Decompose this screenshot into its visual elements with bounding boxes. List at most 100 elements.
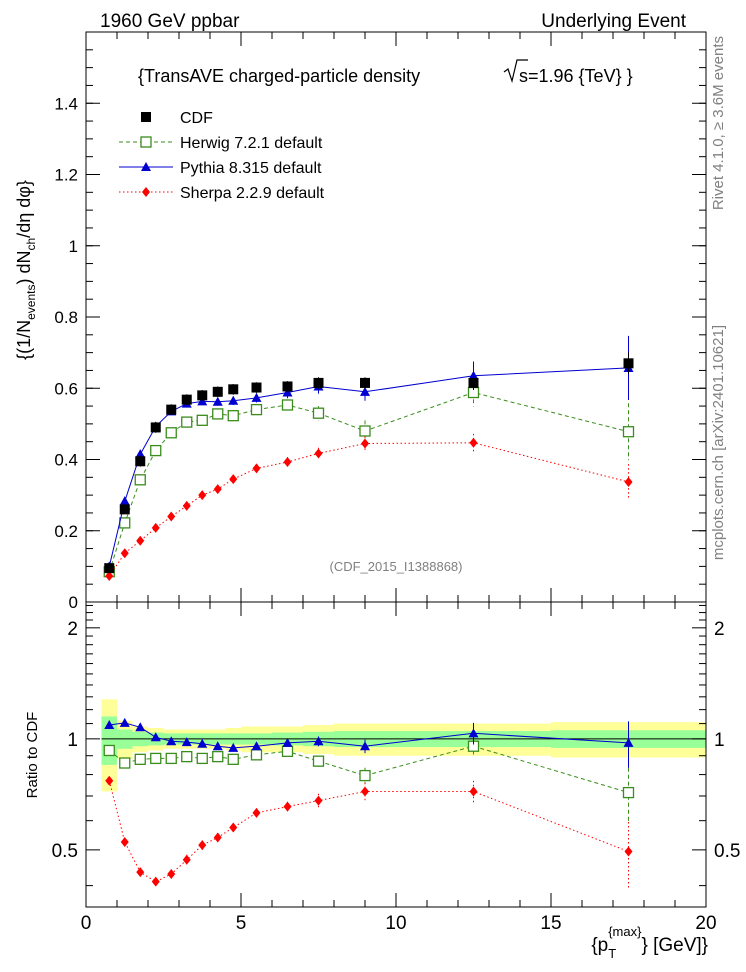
legend-entry-cdf: CDF	[141, 110, 213, 127]
data-point-herwig	[359, 425, 371, 437]
ratio-point-herwig	[119, 757, 131, 769]
svg-text:{(1/Nevents) dNch/dη dφ}: {(1/Nevents) dNch/dη dφ}	[14, 180, 38, 360]
ratio-point-sherpa	[167, 869, 176, 880]
plot-title-energy: s=1.96 {TeV} }	[519, 66, 633, 86]
legend-entry-sherpa: Sherpa 2.2.9 default	[119, 185, 325, 202]
ratio-point-pythia	[282, 737, 293, 747]
ratio-y-tick-label-right: 2	[714, 619, 725, 640]
data-point-herwig	[312, 407, 325, 419]
x-tick-labels: 0 5 10 15 20	[81, 913, 717, 934]
data-point-cdf	[197, 390, 208, 401]
data-point-pythia	[282, 387, 293, 397]
data-point-sherpa	[167, 511, 176, 522]
rivet-label: Rivet 4.1.0, ≥ 3.6M events	[710, 36, 727, 210]
ratio-point-herwig	[359, 769, 371, 782]
data-point-pythia	[197, 396, 208, 406]
ratio-point-pythia	[119, 717, 130, 727]
ratio-y-tick-label-right: 1	[714, 730, 725, 751]
data-point-sherpa	[151, 522, 160, 533]
main-plot-frame	[85, 31, 707, 603]
data-point-pythia	[251, 392, 262, 402]
x-tick-label: 20	[695, 913, 716, 934]
legend-marker	[142, 187, 150, 197]
ratio-point-pythia	[313, 736, 324, 746]
series-herwig	[103, 378, 635, 578]
x-tick-label: 0	[81, 913, 92, 934]
data-point-cdf	[166, 404, 177, 415]
ratio-plot-panel: 0.5 0.5 1 1 2 2 0 5 10 15 20 Ratio to CDF {pT{max…	[24, 601, 741, 961]
sqrt-symbol	[503, 59, 528, 84]
data-point-pythia	[228, 395, 239, 405]
ratio-point-pythia	[212, 741, 223, 751]
data-point-sherpa	[120, 548, 129, 559]
ratio-y-tick-label-left: 2	[67, 619, 78, 640]
ratio-point-pythia	[181, 737, 192, 747]
main-y-axis-title: {(1/Nevents) dNch/dη dφ}	[14, 180, 38, 360]
data-point-herwig	[196, 414, 208, 426]
ratio-point-pythia	[360, 741, 370, 751]
main-plot-panel: 0 0.2 0.4 0.6 0.8 1 1.2 1.4 {TransAVE charged-p…	[14, 31, 707, 612]
data-point-sherpa	[136, 535, 145, 546]
ratio-point-sherpa	[198, 840, 207, 851]
ratio-y-tick-label-left: 1	[67, 730, 78, 751]
ratio-point-herwig	[622, 786, 635, 799]
data-point-cdf	[360, 377, 370, 388]
data-point-cdf	[282, 381, 293, 392]
data-point-cdf	[181, 394, 192, 405]
ratio-series-pythia	[104, 717, 634, 768]
main-y-tick-label: 0.8	[54, 308, 78, 327]
ratio-y-tick-label-right: 0.5	[714, 841, 740, 862]
ratio-point-sherpa	[151, 876, 160, 887]
data-point-herwig	[165, 427, 177, 439]
ratio-point-herwig	[165, 752, 177, 765]
data-point-sherpa	[213, 484, 222, 495]
data-point-cdf	[251, 382, 262, 393]
data-point-pythia	[468, 370, 479, 380]
ratio-point-herwig	[281, 745, 294, 757]
ratio-point-pythia	[150, 732, 161, 742]
data-point-cdf	[468, 377, 479, 388]
ratio-y-axis-title: Ratio to CDF	[24, 712, 41, 799]
ratio-point-sherpa	[624, 846, 633, 857]
main-y-tick-label: 0	[69, 593, 78, 612]
legend-marker	[140, 136, 152, 148]
ratio-point-herwig	[227, 753, 239, 765]
data-point-sherpa	[198, 490, 207, 501]
mcplots-label: mcplots.cern.ch [arXiv:2401.10621]	[710, 325, 727, 560]
legend: CDF Herwig 7.2.1 default Pythia 8.315 defa…	[119, 110, 325, 202]
ratio-point-sherpa	[283, 801, 292, 812]
ratio-y-tick-labels: 0.5 0.5 1 1 2 2	[52, 619, 741, 862]
ratio-uncertainty-bands	[101, 699, 706, 792]
ratio-point-pythia	[623, 737, 634, 747]
legend-entry-herwig: Herwig 7.2.1 default	[119, 135, 323, 152]
main-y-tick-label: 1	[69, 237, 78, 256]
ratio-point-sherpa	[120, 837, 129, 848]
data-point-cdf	[119, 504, 130, 515]
series-pythia	[104, 335, 634, 571]
data-point-sherpa	[105, 570, 114, 581]
ratio-axis-ticks	[85, 602, 707, 907]
ratio-point-herwig	[150, 752, 162, 765]
ratio-y-tick-label-left: 0.5	[52, 841, 78, 862]
data-point-cdf	[135, 456, 146, 467]
data-point-herwig	[150, 444, 162, 457]
main-series-group	[103, 335, 635, 581]
data-point-cdf	[313, 377, 324, 388]
main-y-tick-label: 1.4	[54, 94, 78, 113]
ratio-point-sherpa	[469, 786, 478, 797]
data-point-herwig	[227, 410, 239, 422]
ratio-point-pythia	[135, 722, 146, 732]
legend-label: CDF	[180, 110, 213, 127]
main-y-tick-label: 0.6	[54, 379, 78, 398]
ratio-point-herwig	[181, 750, 193, 763]
ratio-point-sherpa	[105, 775, 114, 786]
ratio-series-group	[103, 717, 635, 888]
x-tick-label: 15	[540, 913, 561, 934]
data-point-herwig	[212, 408, 224, 420]
legend-label: Pythia 8.315 default	[180, 160, 322, 177]
data-point-sherpa	[252, 463, 261, 474]
data-point-herwig	[119, 517, 131, 529]
ratio-point-sherpa	[213, 832, 222, 843]
svg-text:{pT{max}} [GeV]}: {pT{max}} [GeV]}	[591, 924, 708, 961]
